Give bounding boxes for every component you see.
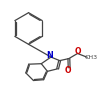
Text: O: O (74, 47, 81, 56)
Text: O: O (65, 66, 72, 75)
Text: CH3: CH3 (85, 55, 98, 60)
Text: N: N (46, 51, 53, 60)
